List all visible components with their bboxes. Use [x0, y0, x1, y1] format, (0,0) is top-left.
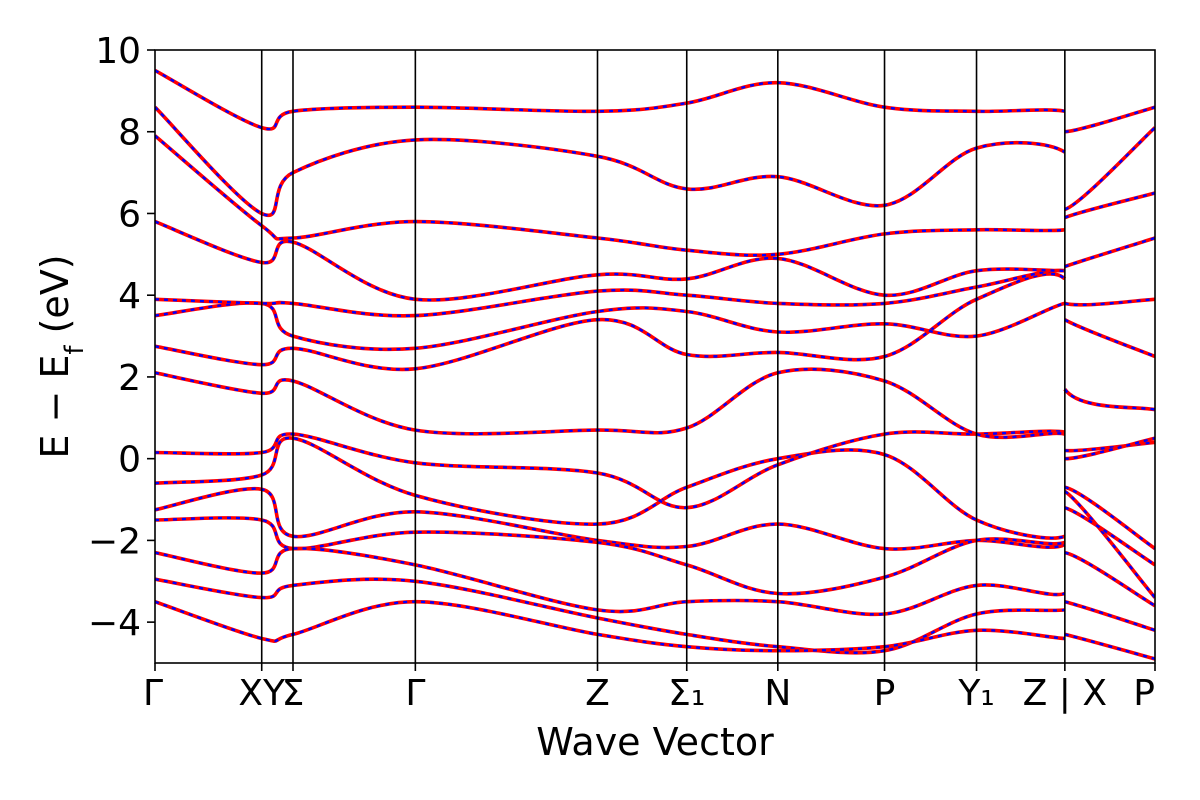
x-tick-label: Y₁: [957, 673, 994, 714]
y-axis-title-main: E − E: [33, 355, 77, 459]
band-3-solid: [155, 272, 1155, 412]
y-axis: −4 −2 0 2 4 6 8 10: [88, 31, 155, 644]
y-tick-label: −4: [88, 603, 141, 644]
band-10-dashed: [155, 487, 1155, 599]
band-6-dashed: [155, 220, 1155, 302]
band-0-dashed: [155, 436, 1155, 550]
band-8-solid: [155, 105, 1155, 218]
x-tick-label: Γ: [405, 673, 425, 714]
band-13-dashed: [155, 578, 1155, 654]
x-tick-label: Γ: [143, 673, 163, 714]
band-2-solid: [155, 367, 1155, 461]
x-tick-label: XY: [238, 673, 286, 714]
y-tick-label: 8: [118, 113, 141, 154]
plot-frame: [154, 49, 1156, 664]
x-tick-label: N: [764, 673, 791, 714]
x-tick-label: Σ: [282, 673, 305, 714]
band-7-solid: [155, 134, 1155, 258]
band-11-solid: [155, 505, 1155, 596]
band-9-solid: [155, 68, 1155, 134]
band-0-solid: [155, 436, 1155, 551]
y-tick-label: 0: [118, 440, 141, 481]
band-8-dashed: [155, 106, 1155, 217]
y-tick-label: 2: [118, 358, 141, 399]
x-axis: Γ XYΣ Γ Z Σ₁ N P Y₁ Z | X P: [143, 663, 1156, 714]
bands-layer: [155, 68, 1155, 661]
band-12-solid: [155, 546, 1155, 617]
x-tick-label: Σ₁: [668, 673, 705, 714]
band-11-dashed: [155, 506, 1155, 595]
band-4-dashed: [155, 301, 1155, 358]
y-tick-label: 6: [118, 194, 141, 235]
high-symmetry-lines: [260, 50, 1066, 663]
band-3-dashed: [155, 272, 1155, 411]
band-5-dashed: [155, 269, 1155, 318]
band-7-dashed: [155, 134, 1155, 257]
x-axis-title: Wave Vector: [536, 720, 774, 764]
x-tick-label: P: [874, 673, 896, 714]
y-tick-label: −2: [88, 521, 141, 562]
band-12-dashed: [155, 547, 1155, 616]
band-9-dashed: [155, 69, 1155, 133]
y-tick-label: 4: [118, 276, 141, 317]
y-axis-title-subscript: f: [60, 345, 90, 355]
x-tick-label: P: [1133, 673, 1155, 714]
band-14-dashed: [155, 600, 1155, 661]
x-tick-label: Z: [585, 673, 610, 714]
y-tick-label: 10: [95, 31, 141, 72]
y-axis-title: E − Ef (eV): [33, 254, 90, 458]
band-1-dashed: [155, 430, 1155, 509]
y-axis-title-unit: (eV): [33, 254, 77, 345]
x-tick-label: Z | X: [1023, 673, 1107, 714]
band-2-dashed: [155, 368, 1155, 460]
